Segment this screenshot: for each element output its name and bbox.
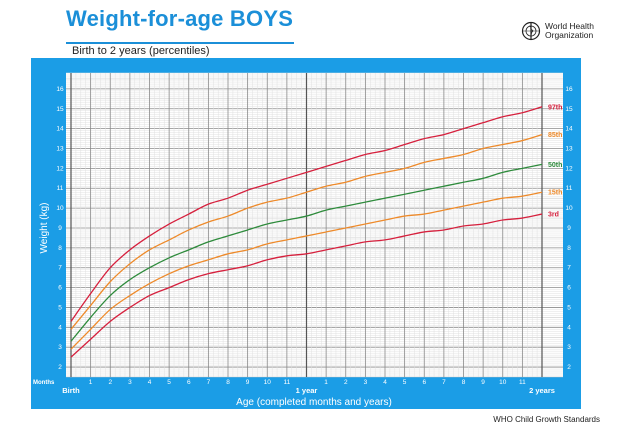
x-tick-label: 2 xyxy=(344,379,348,386)
y-tick-label-left: 4 xyxy=(58,324,62,331)
x-axis-label: Age (completed months and years) xyxy=(236,397,392,408)
x-tick-label: 1 xyxy=(324,379,328,386)
percentile-line-50th xyxy=(70,163,543,342)
y-tick-label-right: 9 xyxy=(567,225,571,232)
y-tick-label-left: 6 xyxy=(58,285,62,292)
y-tick-label-left: 15 xyxy=(56,106,64,113)
x-tick-label: 3 xyxy=(364,379,368,386)
percentile-line-3rd xyxy=(70,213,543,358)
y-axis-label: Weight (kg) xyxy=(39,203,50,254)
x-tick-label: 3 xyxy=(128,379,132,386)
x-tick-label: Birth xyxy=(62,386,80,395)
x-tick-label: 2 xyxy=(108,379,112,386)
org-name-line1: World Health xyxy=(545,21,594,31)
percentile-label-85th: 85th xyxy=(548,132,562,139)
y-tick-label-left: 11 xyxy=(57,185,64,192)
x-tick-label: 4 xyxy=(148,379,152,386)
x-tick-label: 5 xyxy=(403,379,407,386)
x-tick-label: 10 xyxy=(499,379,507,386)
title-rule xyxy=(66,42,294,44)
x-tick-label: 1 year xyxy=(296,386,318,395)
x-tick-label: 1 xyxy=(89,379,93,386)
y-tick-label-left: 16 xyxy=(56,86,64,93)
months-label: Months xyxy=(33,380,55,386)
percentile-line-85th xyxy=(70,133,543,330)
who-logo: World Health Organization xyxy=(521,21,594,41)
percentile-line-15th xyxy=(70,191,543,350)
y-tick-label-right: 15 xyxy=(565,106,573,113)
x-tick-label: 6 xyxy=(187,379,191,386)
percentile-label-97th: 97th xyxy=(548,104,562,111)
x-tick-label: 11 xyxy=(519,379,526,386)
y-tick-label-right: 11 xyxy=(566,185,573,192)
y-tick-label-left: 7 xyxy=(58,265,62,272)
y-tick-label-right: 8 xyxy=(567,245,571,252)
org-name-line2: Organization xyxy=(545,30,594,40)
x-tick-label: 9 xyxy=(246,379,250,386)
chart-title: Weight-for-age BOYS xyxy=(66,6,294,31)
x-tick-label: 7 xyxy=(442,379,446,386)
x-tick-label: 4 xyxy=(383,379,387,386)
y-tick-label-left: 12 xyxy=(56,165,64,172)
x-tick-label: 10 xyxy=(264,379,272,386)
percentile-label-3rd: 3rd xyxy=(548,212,559,219)
y-tick-label-left: 2 xyxy=(58,364,62,371)
y-tick-label-right: 2 xyxy=(567,364,571,371)
y-tick-label-left: 9 xyxy=(58,225,62,232)
who-emblem-icon xyxy=(521,21,541,41)
y-tick-label-left: 3 xyxy=(58,344,62,351)
x-tick-label: 8 xyxy=(462,379,466,386)
y-tick-label-left: 13 xyxy=(56,146,64,153)
y-tick-label-right: 7 xyxy=(567,265,571,272)
y-tick-label-right: 14 xyxy=(565,126,573,133)
footer-text: WHO Child Growth Standards xyxy=(493,415,600,424)
y-tick-label-right: 12 xyxy=(565,165,573,172)
x-tick-label: 8 xyxy=(226,379,230,386)
y-tick-label-right: 5 xyxy=(567,305,571,312)
y-tick-label-right: 6 xyxy=(567,285,571,292)
grid xyxy=(66,72,563,378)
x-tick-label: 11 xyxy=(284,379,291,386)
percentile-label-15th: 15th xyxy=(548,190,562,197)
percentile-labels: 3rd 15th 50th 85th 97th xyxy=(548,104,562,218)
x-tick-label: 9 xyxy=(481,379,485,386)
y-tick-label-left: 8 xyxy=(58,245,62,252)
x-tick-label: 2 years xyxy=(529,386,555,395)
y-tick-label-right: 13 xyxy=(565,146,573,153)
chart-subtitle: Birth to 2 years (percentiles) xyxy=(72,45,210,57)
percentile-lines xyxy=(70,106,543,358)
y-tick-label-right: 10 xyxy=(565,205,573,212)
y-tick-label-left: 5 xyxy=(58,305,62,312)
y-tick-label-right: 4 xyxy=(567,324,571,331)
x-tick-label: 7 xyxy=(207,379,211,386)
x-tick-label: 6 xyxy=(422,379,426,386)
percentile-label-50th: 50th xyxy=(548,162,562,169)
percentile-line-97th xyxy=(70,106,543,322)
x-tick-label: 5 xyxy=(167,379,171,386)
y-tick-label-right: 16 xyxy=(565,86,573,93)
y-tick-label-right: 3 xyxy=(567,344,571,351)
y-tick-label-left: 14 xyxy=(56,126,64,133)
y-tick-label-left: 10 xyxy=(56,205,64,212)
